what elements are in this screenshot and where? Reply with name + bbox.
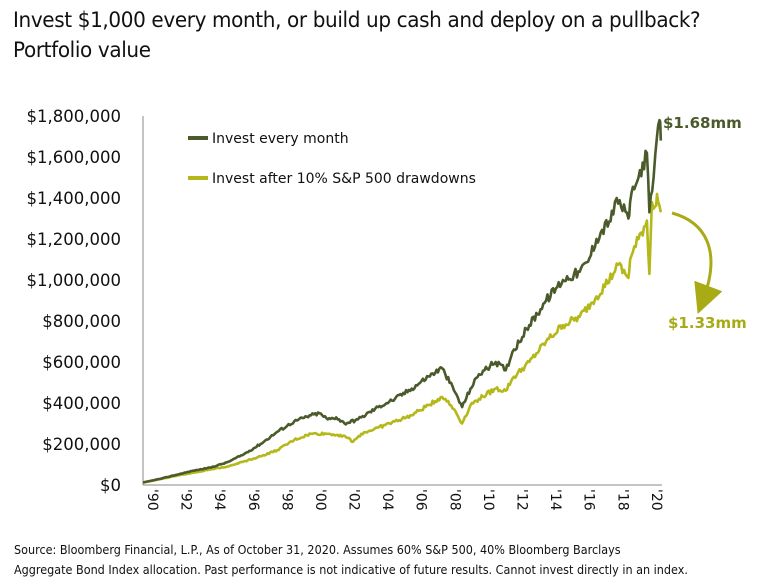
annotations: $1.68mm $1.33mm (663, 114, 747, 332)
x-tick-label: '20 (648, 489, 664, 511)
legend-label-invest-monthly: Invest every month (212, 131, 349, 147)
series-line-invest-monthly (142, 118, 663, 484)
y-tick-label: $1,400,000 (27, 189, 121, 208)
series-layer (142, 118, 663, 484)
x-tick-group: '20 (648, 489, 664, 511)
annotation-final-drawdown-value: $1.33mm (668, 314, 747, 332)
x-tick-group: '94 (211, 489, 227, 511)
x-tick-group: '14 (547, 489, 563, 511)
x-tick-label: '96 (245, 489, 261, 511)
y-tick-label: $400,000 (42, 394, 121, 413)
title-line-2: Portfolio value (13, 38, 151, 63)
x-tick-group: '10 (480, 489, 496, 511)
x-tick-group: '90 (144, 489, 160, 511)
legend-label-invest-drawdowns: Invest after 10% S&P 500 drawdowns (212, 171, 476, 187)
x-tick-label: '00 (312, 489, 328, 511)
y-tick-label: $1,000,000 (27, 271, 121, 290)
x-tick-label: '06 (413, 489, 429, 511)
x-tick-label: '08 (446, 489, 462, 511)
y-tick-label: $0 (100, 476, 121, 495)
y-tick-label: $1,800,000 (27, 107, 121, 126)
x-tick-group: '04 (379, 489, 395, 511)
source-note: Source: Bloomberg Financial, L.P., As of… (14, 540, 704, 580)
source-line-1: Source: Bloomberg Financial, L.P., As of… (14, 543, 621, 557)
y-tick-label: $600,000 (42, 353, 121, 372)
x-tick-label: '18 (614, 489, 630, 511)
x-tick-label: '94 (211, 489, 227, 511)
x-tick-label: '90 (144, 489, 160, 511)
y-tick-label: $200,000 (42, 435, 121, 454)
x-tick-label: '10 (480, 489, 496, 511)
x-tick-group: '18 (614, 489, 630, 511)
x-tick-group: '08 (446, 489, 462, 511)
x-tick-label: '92 (178, 489, 194, 511)
x-tick-label: '98 (278, 489, 294, 511)
annotation-final-monthly-value: $1.68mm (663, 114, 742, 132)
x-tick-group: '96 (245, 489, 261, 511)
x-tick-label: '16 (581, 489, 597, 511)
chart-title: Invest $1,000 every month, or build up c… (13, 6, 711, 66)
x-tick-label: '02 (346, 489, 362, 511)
x-tick-group: '00 (312, 489, 328, 511)
x-tick-group: '92 (178, 489, 194, 511)
x-tick-group: '12 (514, 489, 530, 511)
legend: Invest every month Invest after 10% S&P … (188, 131, 476, 187)
y-tick-label: $1,200,000 (27, 230, 121, 249)
annotation-arrow-icon (671, 211, 723, 315)
y-tick-label: $1,600,000 (27, 148, 121, 167)
series-line-invest-drawdowns (142, 192, 663, 484)
y-tick-label: $800,000 (42, 312, 121, 331)
x-tick-group: '16 (581, 489, 597, 511)
source-line-2: Aggregate Bond Index allocation. Past pe… (14, 563, 688, 577)
axes-layer: $0 $200,000 $400,000 $600,000 $800,000 $1,000… (27, 107, 664, 511)
x-tick-label: '04 (379, 489, 395, 511)
x-tick-group: '98 (278, 489, 294, 511)
x-tick-group: '02 (346, 489, 362, 511)
x-tick-group: '06 (413, 489, 429, 511)
title-line-1: Invest $1,000 every month, or build up c… (13, 8, 701, 33)
x-tick-label: '12 (514, 489, 530, 511)
x-tick-label: '14 (547, 489, 563, 511)
